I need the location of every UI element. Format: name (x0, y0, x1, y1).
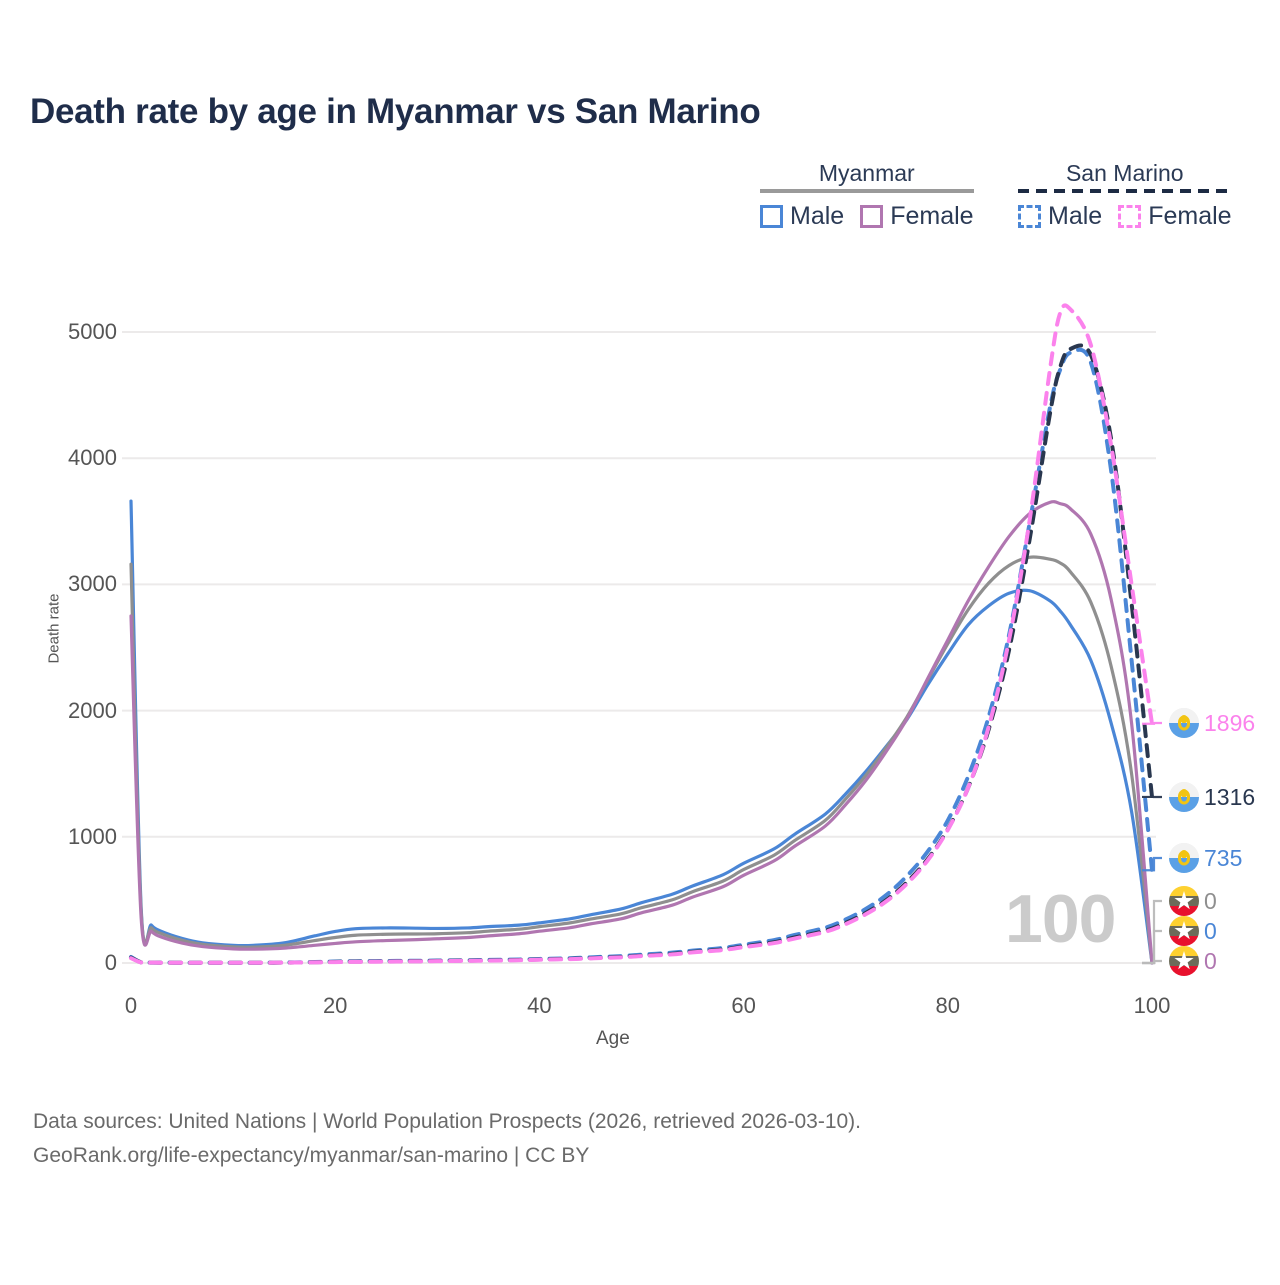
end-label-value: 0 (1204, 948, 1217, 975)
x-tick-label: 40 (527, 993, 551, 1019)
footer-line-2: GeoRank.org/life-expectancy/myanmar/san-… (33, 1139, 861, 1173)
end-label-row: 0 (1169, 886, 1217, 916)
end-label-value: 735 (1204, 845, 1242, 872)
san-marino-flag-icon (1169, 782, 1199, 812)
end-label-row: 1316 (1169, 782, 1255, 812)
x-tick-label: 80 (936, 993, 960, 1019)
end-label-row: 0 (1169, 916, 1217, 946)
end-label-value: 0 (1204, 888, 1217, 915)
footer-line-1: Data sources: United Nations | World Pop… (33, 1105, 861, 1139)
x-tick-label: 20 (323, 993, 347, 1019)
end-label-value: 1896 (1204, 710, 1255, 737)
x-tick-label: 0 (125, 993, 137, 1019)
myanmar-flag-icon (1169, 916, 1199, 946)
footer-credits: Data sources: United Nations | World Pop… (33, 1105, 861, 1173)
x-tick-label: 60 (731, 993, 755, 1019)
san-marino-flag-icon (1169, 708, 1199, 738)
series-end-labels: 1896 1316 735 0 0 0 (1155, 0, 1280, 1280)
end-label-row: 735 (1169, 843, 1242, 873)
end-label-row: 1896 (1169, 708, 1255, 738)
myanmar-flag-icon (1169, 886, 1199, 916)
san-marino-flag-icon (1169, 843, 1199, 873)
end-label-value: 1316 (1204, 784, 1255, 811)
end-label-row: 0 (1169, 946, 1217, 976)
end-label-value: 0 (1204, 918, 1217, 945)
myanmar-flag-icon (1169, 946, 1199, 976)
